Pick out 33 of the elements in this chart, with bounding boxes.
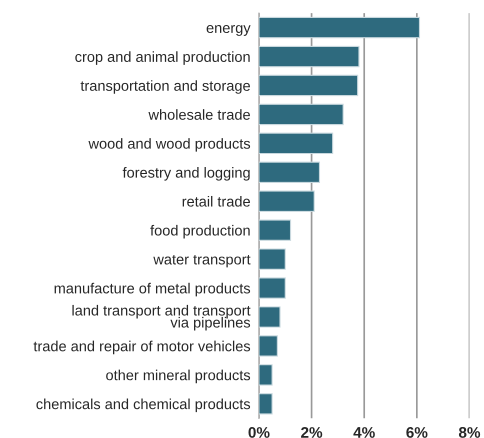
x-tick-label: 6% [406, 427, 428, 438]
x-tick-label: 0% [248, 427, 270, 438]
y-tick-label: food production [150, 224, 250, 238]
y-tick-label: manufacture of metal products [54, 282, 250, 296]
x-tick-label: 2% [301, 427, 322, 438]
y-tick-label: transportation and storage [80, 80, 250, 94]
bar [258, 46, 360, 68]
bar [258, 277, 286, 299]
bar [258, 104, 344, 126]
y-tick-label: crop and animal production [75, 51, 250, 65]
bar [258, 132, 334, 154]
bar [258, 364, 273, 386]
bar [258, 162, 320, 183]
bar [258, 220, 292, 241]
y-tick-label: trade and repair of motor vehicles [34, 340, 250, 354]
y-tick-label: wood and wood products [88, 138, 250, 152]
bar [258, 393, 273, 415]
y-tick-label: land transport and transport via pipelines [72, 304, 251, 331]
bar [258, 248, 286, 270]
bar [258, 74, 358, 96]
x-tick-label: 4% [353, 427, 375, 438]
y-tick-label: water transport [153, 254, 251, 268]
bar [258, 335, 278, 357]
bar [258, 190, 315, 212]
bar [258, 306, 281, 328]
y-tick-label: retail trade [182, 196, 250, 207]
y-tick-label: energy [206, 25, 251, 36]
y-tick-label: wholesale trade [148, 109, 250, 120]
y-tick-label: chemicals and chemical products [36, 398, 250, 412]
bar [258, 16, 420, 38]
y-tick-label: other mineral products [106, 370, 250, 384]
x-tick-label: 8% [458, 427, 480, 438]
y-tick-label: forestry and logging [122, 167, 250, 181]
